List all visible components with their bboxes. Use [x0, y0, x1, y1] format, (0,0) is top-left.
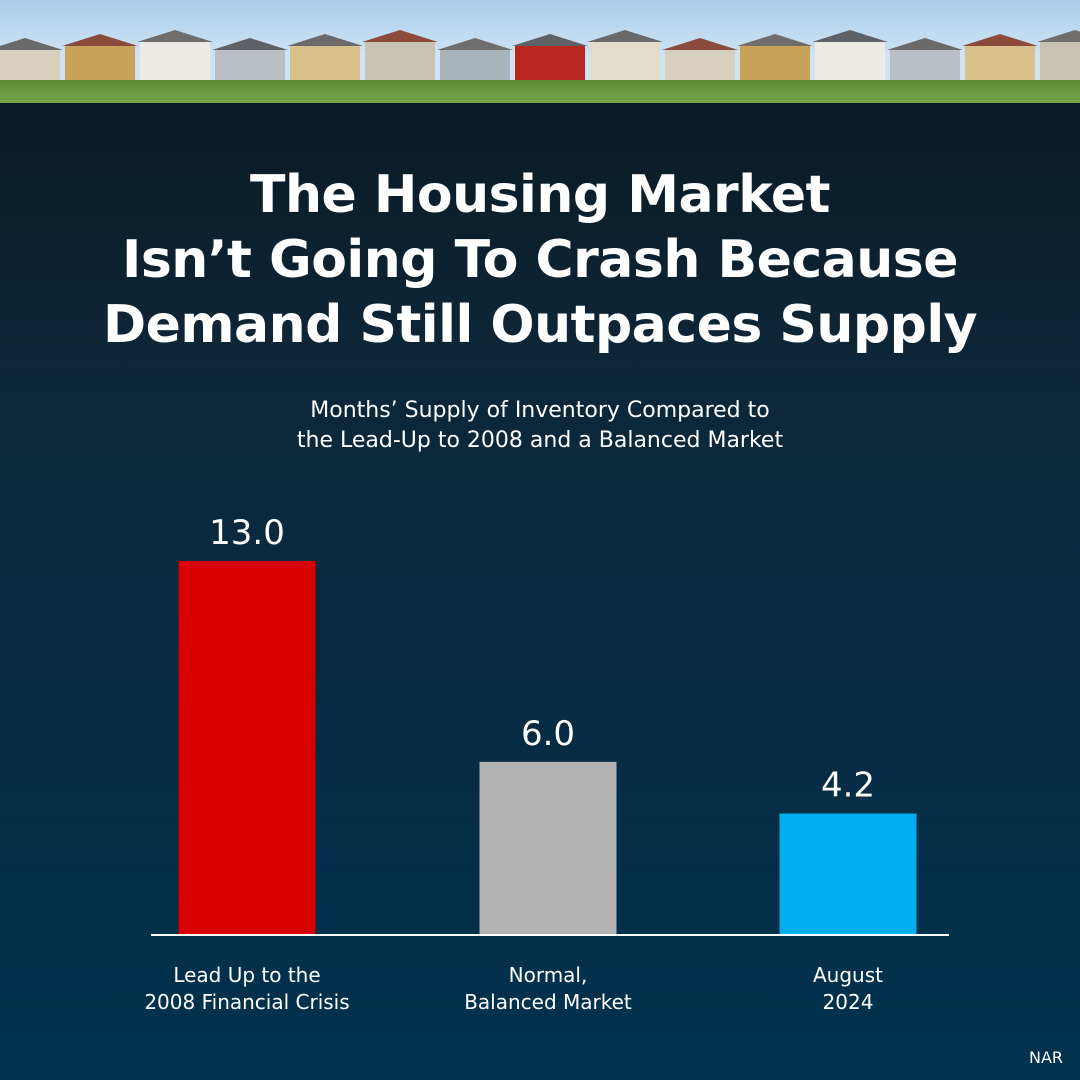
- category-label: Lead Up to the: [173, 963, 320, 987]
- house: [890, 50, 960, 80]
- chart-subtitle: Months’ Supply of Inventory Compared to …: [0, 396, 1080, 456]
- bar: [779, 813, 917, 934]
- house-roof: [512, 34, 588, 46]
- house: [515, 46, 585, 80]
- title-line: The Housing Market: [249, 165, 831, 225]
- house-roof: [212, 38, 288, 50]
- category-label: 2024: [823, 990, 874, 1014]
- bar-value-label: 13.0: [209, 513, 285, 553]
- house: [440, 50, 510, 80]
- house: [740, 46, 810, 80]
- bar-value-label: 4.2: [821, 765, 875, 805]
- house: [215, 50, 285, 80]
- category-label: Balanced Market: [464, 990, 632, 1014]
- title-line: Isn’t Going To Crash Because: [121, 230, 959, 290]
- subtitle-line: Months’ Supply of Inventory Compared to: [310, 398, 770, 423]
- house: [65, 46, 135, 80]
- house: [815, 42, 885, 80]
- category-label: August: [813, 963, 883, 987]
- grass: [0, 80, 1080, 103]
- house-roof: [1037, 30, 1080, 42]
- house: [665, 50, 735, 80]
- page-title: The Housing Market Isn’t Going To Crash …: [0, 163, 1080, 358]
- bar-value-label: 6.0: [521, 714, 575, 754]
- bar: [479, 761, 617, 934]
- house-roof: [737, 34, 813, 46]
- house-roof: [662, 38, 738, 50]
- title-line: Demand Still Outpaces Supply: [102, 295, 978, 355]
- source-label: NAR: [1028, 1048, 1063, 1067]
- house: [590, 42, 660, 80]
- house-roof: [962, 34, 1038, 46]
- house-roof: [437, 38, 513, 50]
- house: [0, 50, 60, 80]
- house: [140, 42, 210, 80]
- category-label: Normal,: [509, 963, 588, 987]
- house-roof: [812, 30, 888, 42]
- houses-photo-banner: [0, 0, 1080, 103]
- house-roof: [0, 38, 63, 50]
- houses-illustration: [0, 30, 1080, 80]
- category-label: 2008 Financial Crisis: [144, 990, 349, 1014]
- subtitle-line: the Lead-Up to 2008 and a Balanced Marke…: [296, 428, 784, 453]
- house: [290, 46, 360, 80]
- house-roof: [362, 30, 438, 42]
- house: [965, 46, 1035, 80]
- bar: [178, 561, 316, 934]
- house-roof: [137, 30, 213, 42]
- house-roof: [287, 34, 363, 46]
- house: [365, 42, 435, 80]
- house-roof: [587, 30, 663, 42]
- house: [1040, 42, 1080, 80]
- house-roof: [887, 38, 963, 50]
- house-roof: [62, 34, 138, 46]
